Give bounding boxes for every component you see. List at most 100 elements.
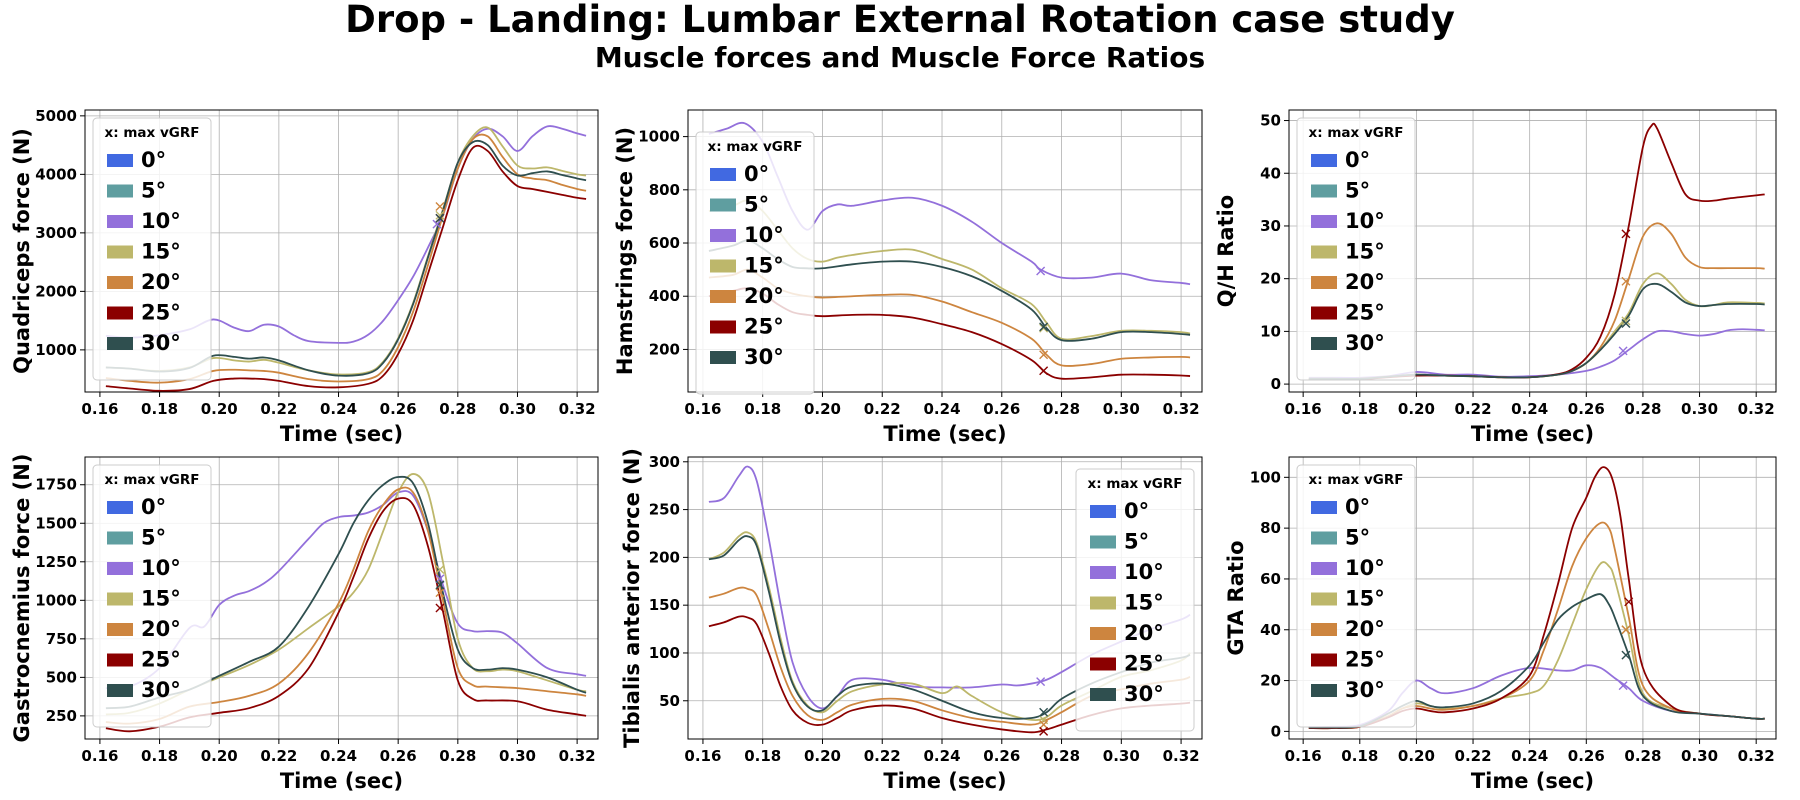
max-vgrf-marker [1039,323,1049,333]
max-vgrf-marker [1039,366,1049,376]
legend-label: 25° [141,301,181,325]
axes-frame [1288,456,1777,740]
legend-label: 5° [1345,179,1370,203]
y-tick-label: 600 [649,234,680,252]
grid [688,110,1202,392]
legend-swatch [107,215,133,228]
legend-label: 10° [744,223,784,247]
figure-title: Drop - Landing: Lumbar External Rotation… [345,0,1455,41]
legend-swatch [107,501,133,514]
y-tick-label: 1500 [35,514,77,532]
legend-swatch [710,259,736,273]
legend-swatch [1311,592,1337,606]
max-vgrf-marker [1624,597,1634,607]
x-tick-label: 0.28 [1043,747,1080,765]
x-tick-label: 0.18 [1341,747,1378,765]
x-tick-label: 0.16 [1285,400,1322,418]
y-tick-label: 150 [649,596,680,614]
legend-label: 25° [1124,652,1164,676]
x-tick-label: 0.28 [1624,747,1661,765]
x-tick-label: 0.18 [744,747,781,765]
x-tick-label: 0.28 [439,747,476,765]
legend-swatch [107,245,133,259]
series-line [1308,122,1765,381]
x-axis-label: Time (sec) [883,422,1006,446]
series-line [105,497,587,733]
legend-swatch [107,531,133,545]
y-tick-label: 40 [1260,164,1281,182]
legend-label: 30° [1345,331,1385,355]
y-tick-label: 1250 [35,553,77,571]
legend-label: 15° [1345,240,1385,264]
legend-label: 10° [141,556,181,580]
x-axis-label: Time (sec) [1471,769,1594,793]
legend-label: 15° [141,240,181,264]
x-tick-label: 0.16 [81,400,118,418]
x-tick-label: 0.20 [201,747,238,765]
max-vgrf-marker [1039,322,1049,332]
y-tick-label: 300 [649,453,680,471]
y-tick-label: 0 [1271,375,1281,393]
legend-swatch [1311,531,1337,545]
y-axis-label: Gastrocnemius force (N) [10,454,34,743]
legend-label: 15° [141,587,181,611]
x-tick-label: 0.28 [439,400,476,418]
legend-title: x: max vGRF [1309,472,1404,488]
y-tick-label: 80 [1260,519,1281,537]
y-tick-label: 500 [46,668,77,686]
x-tick-label: 0.28 [1043,400,1080,418]
axes-frame [84,109,599,393]
x-tick-label: 0.18 [744,400,781,418]
x-tick-label: 0.26 [983,400,1020,418]
y-tick-label: 1000 [638,128,680,146]
series-line [105,133,587,384]
legend-swatch [107,276,133,289]
legend-label: 30° [141,678,181,702]
max-vgrf-marker [435,202,445,212]
legend: x: max vGRF 0° 5° 10° 15° 20° 25° 30° [1296,117,1416,381]
y-tick-label: 100 [649,644,680,662]
legend-swatch [107,337,133,350]
legend-title: x: max vGRF [105,125,200,141]
legend-swatch [107,592,133,606]
legend-swatch [710,290,736,303]
max-vgrf-marker [435,603,445,613]
x-tick-label: 0.30 [1103,747,1140,765]
series-line [105,125,587,344]
x-tick-label: 0.24 [320,747,357,765]
x-tick-label: 0.20 [804,747,841,765]
max-vgrf-marker [435,588,445,598]
legend-swatch [710,351,736,364]
legend-swatch [107,184,133,198]
x-tick-label: 0.20 [1398,400,1435,418]
legend-label: 0° [141,495,166,519]
y-tick-label: 20 [1260,672,1281,690]
legend-label: 5° [1345,526,1370,550]
y-axis-label: Q/H Ratio [1214,195,1238,307]
legend-swatch [1311,245,1337,259]
y-tick-label: 40 [1260,621,1281,639]
legend-label: 10° [141,209,181,233]
y-tick-label: 100 [1250,468,1281,486]
y-tick-label: 1000 [35,341,77,359]
legend-swatch [1311,653,1337,667]
legend-swatch [107,306,133,320]
max-vgrf-marker [1036,677,1046,687]
max-vgrf-marker [1621,229,1631,239]
x-axis-label: Time (sec) [883,769,1006,793]
legend-label: 15° [1124,591,1164,615]
x-tick-label: 0.24 [320,400,357,418]
max-vgrf-marker [1621,276,1631,286]
x-tick-label: 0.22 [260,400,297,418]
max-vgrf-marker [1621,625,1631,635]
legend: x: max vGRF 0° 5° 10° 15° 20° 25° 30° [1296,464,1416,728]
legend-label: 5° [141,526,166,550]
series-line [105,139,587,377]
legend-label: 20° [141,617,181,641]
x-tick-label: 0.30 [499,400,536,418]
x-tick-label: 0.30 [1681,400,1718,418]
x-tick-label: 0.26 [1568,400,1605,418]
y-tick-label: 2000 [35,282,77,300]
x-tick-label: 0.20 [804,400,841,418]
